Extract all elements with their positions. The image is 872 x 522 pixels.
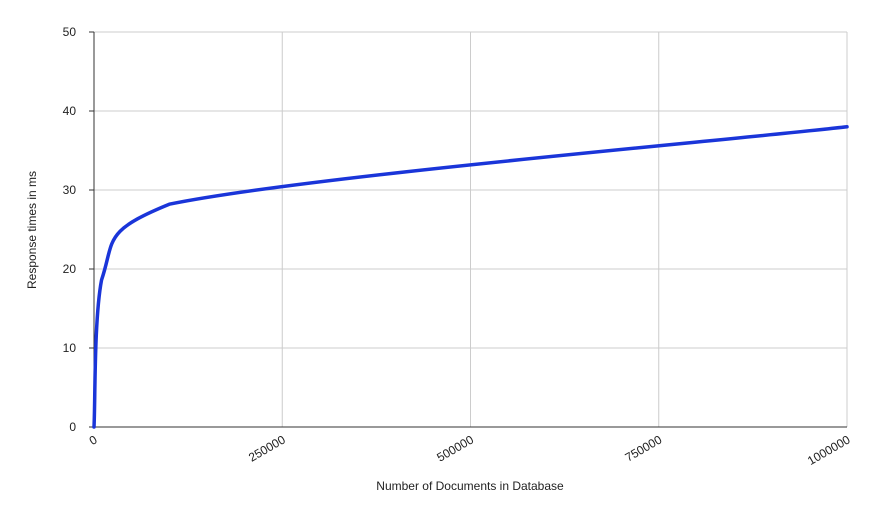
y-tick-label: 40	[63, 104, 77, 118]
x-axis-label: Number of Documents in Database	[376, 479, 564, 493]
x-tick-label: 1000000	[805, 432, 853, 468]
x-tick-label: 250000	[246, 432, 288, 464]
x-tick-label: 0	[87, 432, 100, 448]
y-axis-label: Response times in ms	[25, 171, 39, 289]
series	[92, 125, 849, 429]
axes	[89, 31, 847, 428]
x-tick-label: 500000	[434, 432, 476, 464]
x-tick-label: 750000	[623, 432, 665, 464]
y-tick-label: 0	[69, 420, 76, 434]
grid	[94, 31, 848, 427]
y-tick-label: 50	[63, 25, 77, 39]
y-tick-label: 30	[63, 183, 77, 197]
y-tick-label: 10	[63, 341, 77, 355]
series-line	[92, 125, 849, 429]
tick-labels: 0 10 20 30 40 50 0 250000 500000 750000 1000000	[63, 25, 853, 468]
y-tick-label: 20	[63, 262, 77, 276]
